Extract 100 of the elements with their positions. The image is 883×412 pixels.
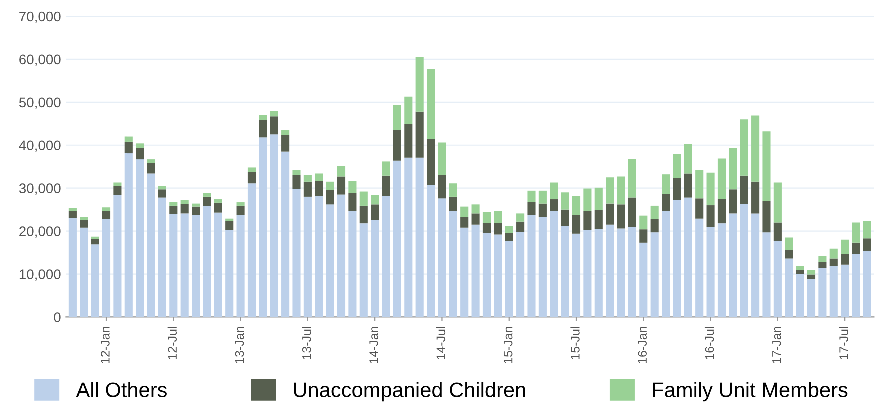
bar (752, 214, 760, 318)
bar (158, 190, 166, 198)
bar (841, 254, 850, 265)
bar (774, 182, 782, 223)
bar (427, 69, 436, 140)
bar (348, 181, 357, 194)
bar (292, 175, 301, 190)
bar (460, 206, 469, 218)
bar (404, 158, 413, 318)
y-tick-label: 20,000 (20, 226, 61, 238)
bar (818, 256, 827, 262)
y-tick-label: 10,000 (20, 270, 61, 282)
bar (80, 228, 88, 318)
bar (640, 242, 648, 318)
bar (304, 196, 312, 318)
x-tick-label: 16-Jan (638, 327, 648, 364)
bar (337, 194, 346, 318)
bar (662, 194, 670, 212)
bar (841, 264, 850, 318)
bar (785, 258, 794, 318)
bar (796, 270, 804, 274)
bar (348, 211, 357, 318)
bar (482, 223, 492, 234)
bar (102, 208, 111, 212)
bar (528, 202, 536, 216)
bar (718, 199, 726, 224)
bar (706, 206, 715, 228)
bar (650, 219, 659, 233)
bar (404, 96, 413, 124)
bar (550, 211, 558, 318)
bar (729, 148, 738, 190)
bar (482, 233, 492, 318)
bar (718, 224, 726, 318)
bar (584, 188, 592, 212)
bar (662, 211, 670, 318)
bar (863, 238, 872, 252)
bar (315, 174, 324, 182)
bar (830, 258, 838, 267)
bar (628, 198, 636, 228)
bar (852, 242, 860, 255)
bar (830, 248, 838, 259)
bar (136, 148, 144, 160)
bar (740, 204, 748, 318)
bar (584, 230, 592, 318)
x-tick-label: 13-Jan (235, 327, 244, 364)
bar (114, 195, 122, 318)
bar (114, 186, 122, 196)
bar (248, 168, 256, 172)
x-tick-label: 14-Jul (436, 327, 446, 360)
bar (516, 232, 525, 318)
bar (427, 185, 436, 318)
bar (102, 219, 111, 318)
bar (494, 211, 502, 224)
bar (416, 112, 424, 158)
bar (360, 192, 368, 206)
bar (650, 206, 659, 220)
bar (650, 232, 659, 318)
bar (315, 196, 324, 318)
bar (214, 202, 222, 213)
bar (729, 190, 738, 214)
bar (170, 202, 178, 206)
bar (696, 170, 704, 199)
bar (371, 204, 380, 220)
x-tick-label: 14-Jan (370, 327, 378, 364)
bar (561, 226, 570, 318)
bar (438, 198, 446, 318)
legend-label: Unaccompanied Children (294, 382, 526, 402)
bar (203, 196, 212, 206)
bar (538, 204, 547, 218)
bar (270, 134, 278, 318)
bar (382, 162, 390, 176)
bar (561, 192, 570, 210)
bar (460, 217, 469, 228)
bar (572, 234, 581, 318)
x-tick-label: 15-Jan (504, 327, 513, 364)
bar (528, 190, 536, 202)
bar (68, 208, 77, 212)
bar (449, 196, 458, 212)
bar (640, 216, 648, 230)
x-tick-label: 12-Jul (168, 327, 178, 360)
bar (505, 233, 514, 242)
bar (382, 176, 390, 197)
bar (270, 116, 278, 135)
bar (818, 268, 827, 318)
bar (863, 220, 872, 239)
bar (393, 130, 402, 161)
x-tick-label: 17-Jul (839, 327, 848, 360)
bar (203, 206, 212, 318)
x-tick-label: 16-Jul (704, 327, 714, 360)
bar (706, 172, 715, 206)
bar (494, 223, 502, 235)
bar (68, 218, 77, 318)
bar (684, 144, 692, 174)
bar (494, 234, 502, 318)
bar (180, 200, 189, 204)
bar (180, 204, 189, 214)
bar (282, 130, 290, 136)
bar (572, 196, 581, 216)
bar (326, 204, 334, 318)
bar (807, 279, 816, 318)
